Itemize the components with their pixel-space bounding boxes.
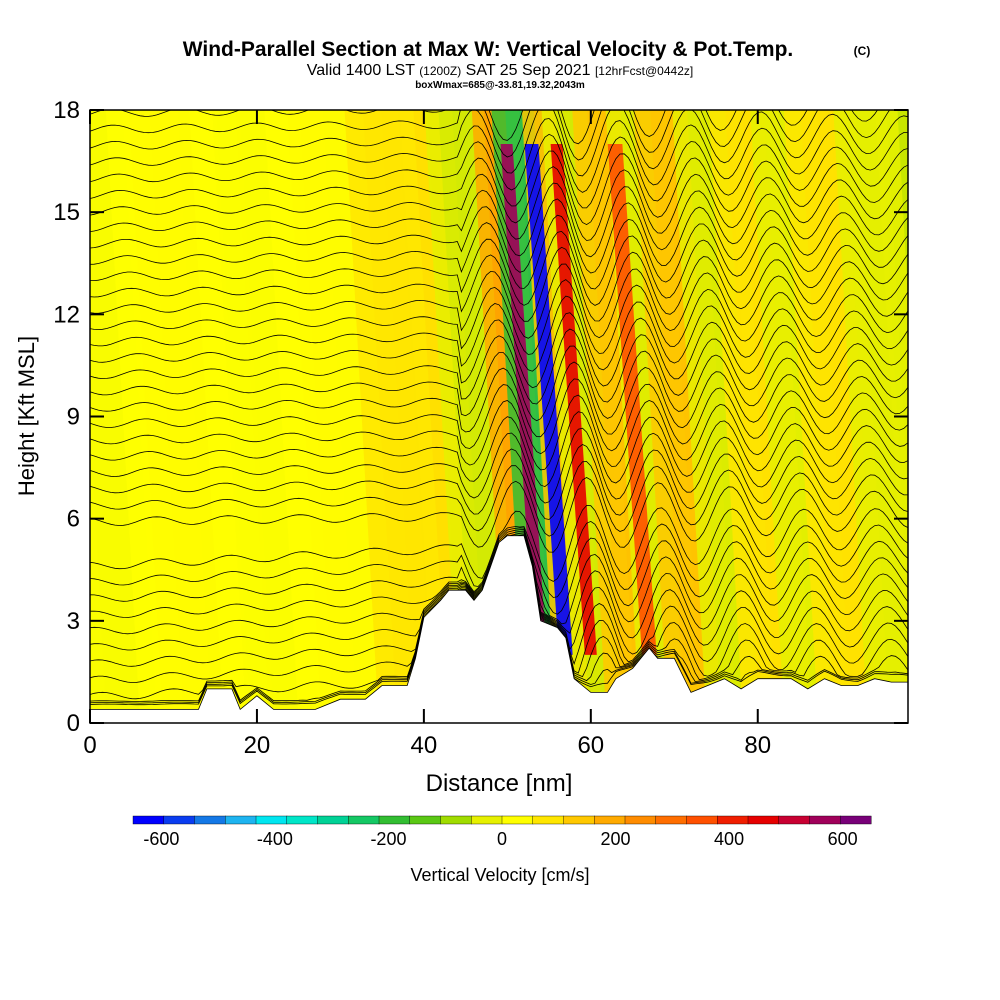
isentrope <box>90 150 908 226</box>
isentrope <box>90 118 908 193</box>
y-tick-label: 3 <box>67 608 80 635</box>
subtitle-utc: (1200Z) <box>419 64 461 78</box>
terrain-mask <box>90 535 908 723</box>
isentrope <box>90 361 908 438</box>
colorbar <box>132 815 872 825</box>
y-axis-label: Height [Kft MSL] <box>14 336 39 496</box>
colorbar-swatch <box>348 815 380 825</box>
subtitle-date: SAT 25 Sep 2021 <box>466 62 591 79</box>
x-tick-label: 40 <box>411 732 438 759</box>
colorbar-swatch <box>501 815 534 825</box>
colorbar-tick-label: 400 <box>714 829 744 849</box>
isentrope <box>90 345 908 422</box>
isentrope <box>90 427 908 504</box>
isentrope <box>90 520 908 598</box>
colorbar-swatch <box>594 815 626 825</box>
x-tick-label: 60 <box>577 732 604 759</box>
isentrope <box>90 110 878 145</box>
colorbar-swatch <box>563 815 595 825</box>
x-tick-label: 80 <box>744 732 771 759</box>
isentrope <box>90 279 908 355</box>
isentrope <box>90 182 908 258</box>
colorbar-swatch <box>778 815 810 825</box>
isentrope <box>90 529 908 625</box>
isentrope <box>90 110 891 161</box>
colorbar-swatch <box>132 815 165 825</box>
isentrope <box>90 411 908 488</box>
chart-title: Wind-Parallel Section at Max W: Vertical… <box>183 38 794 61</box>
isentrope <box>90 444 908 520</box>
isentrope <box>90 198 908 274</box>
x-tick-label: 0 <box>83 732 96 759</box>
colorbar-swatch <box>655 815 687 825</box>
y-tick-label: 18 <box>53 97 80 124</box>
y-tick-label: 9 <box>67 404 80 431</box>
y-tick-label: 0 <box>67 710 80 737</box>
isentrope <box>90 110 908 177</box>
isentrope <box>90 461 908 537</box>
colorbar-swatch <box>378 815 411 825</box>
y-tick-label: 6 <box>67 506 80 533</box>
colorbar-swatch <box>717 815 749 825</box>
colorbar-tick-label: -200 <box>370 829 406 849</box>
velocity-core <box>524 144 573 655</box>
isentrope <box>90 166 908 241</box>
colorbar-swatch <box>286 815 318 825</box>
colorbar-swatch <box>840 815 872 825</box>
isentrope <box>90 477 908 553</box>
isentrope <box>90 505 908 582</box>
isentrope <box>90 527 908 615</box>
colorbar-tick-label: 200 <box>601 829 631 849</box>
colorbar-swatch <box>194 815 226 825</box>
colorbar-swatch <box>255 815 288 825</box>
colorbar-tick-label: 600 <box>828 829 858 849</box>
x-tick-label: 20 <box>244 732 271 759</box>
isentrope <box>90 214 908 290</box>
isentrope <box>90 133 908 209</box>
colorbar-swatch <box>163 815 195 825</box>
subtitle-fcst: [12hrFcst@0442z] <box>595 64 693 78</box>
colorbar-tick-label: -600 <box>143 829 179 849</box>
chart-title-suffix: (C) <box>854 44 871 58</box>
colorbar-ticks: -600 -400 -200 0 200 400 600 <box>143 829 857 849</box>
isentrope <box>90 295 908 372</box>
isentrope <box>90 263 908 339</box>
colorbar-tick-label: -400 <box>257 829 293 849</box>
isentrope <box>90 394 908 471</box>
isentrope <box>90 312 908 389</box>
plot-area <box>90 110 908 723</box>
x-axis-ticks: 0 20 40 60 80 <box>83 110 771 759</box>
subtitle-box: boxWmax=685@-33.81,19.32,2043m <box>415 80 585 91</box>
y-tick-label: 12 <box>53 301 80 328</box>
isentrope <box>90 328 908 405</box>
colorbar-swatch <box>747 815 780 825</box>
colorbar-swatch <box>225 815 257 825</box>
colorbar-swatch <box>809 815 841 825</box>
colorbar-swatch <box>440 815 472 825</box>
velocity-core <box>550 144 597 655</box>
colorbar-swatch <box>471 815 503 825</box>
isentrope <box>90 246 908 322</box>
colorbar-swatch <box>624 815 657 825</box>
y-axis-ticks: 0 3 6 9 12 15 18 <box>53 97 908 737</box>
colorbar-label: Vertical Velocity [cm/s] <box>410 865 589 885</box>
chart-subtitle: Valid 1400 LST (1200Z) SAT 25 Sep 2021 [… <box>307 62 693 79</box>
isentrope <box>90 230 908 306</box>
x-axis-label: Distance [nm] <box>426 770 573 797</box>
y-tick-label: 15 <box>53 199 80 226</box>
colorbar-tick-label: 0 <box>497 829 507 849</box>
colorbar-swatch <box>317 815 349 825</box>
colorbar-swatch <box>686 815 718 825</box>
subtitle-main: Valid 1400 LST <box>307 62 415 79</box>
colorbar-swatch <box>409 815 441 825</box>
colorbar-swatch <box>532 815 564 825</box>
isentrope <box>90 378 908 455</box>
